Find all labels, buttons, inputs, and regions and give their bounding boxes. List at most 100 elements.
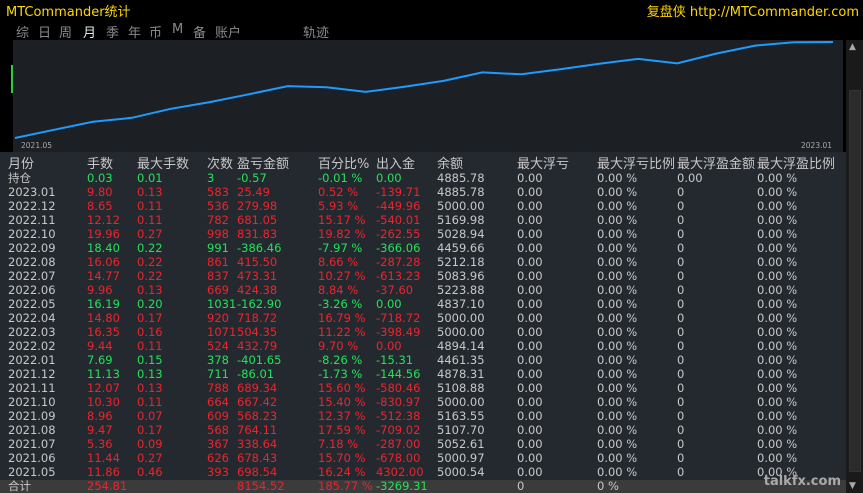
table-row[interactable]: 2022.10 19.96 0.27 998 831.83 19.82 % -262.55 5… bbox=[0, 227, 846, 241]
col-header-6[interactable]: 出入金 bbox=[376, 157, 416, 172]
vertical-scrollbar[interactable]: ▲ ▼ bbox=[846, 40, 863, 493]
col-header-1[interactable]: 手数 bbox=[87, 157, 114, 172]
col-header-10[interactable]: 最大浮盈金额 bbox=[677, 157, 756, 172]
cell-io: -15.31 bbox=[376, 353, 414, 367]
col-header-5[interactable]: 百分比% bbox=[318, 157, 370, 172]
tab-9[interactable]: 账户 bbox=[215, 26, 242, 41]
tab-4[interactable]: 季 bbox=[106, 26, 120, 41]
table-row[interactable]: 2022.02 9.44 0.11 524 432.79 9.70 % 0.00 4894.1… bbox=[0, 339, 846, 353]
tab-1[interactable]: 日 bbox=[38, 26, 52, 41]
cell-maxlots: 0.22 bbox=[137, 269, 163, 283]
cell-mflp: 0.00 % bbox=[597, 381, 638, 395]
col-header-0[interactable]: 月份 bbox=[8, 157, 35, 172]
scroll-thumb[interactable] bbox=[849, 90, 861, 472]
table-row[interactable]: 2021.05 11.86 0.46 393 698.54 16.24 % 4302.00 5… bbox=[0, 465, 846, 479]
cell-count: 3 bbox=[207, 171, 215, 185]
table-row[interactable]: 2021.07 5.36 0.09 367 338.64 7.18 % -287.00 505… bbox=[0, 437, 846, 451]
cell-bal: 5108.88 bbox=[437, 381, 485, 395]
cell-io: -37.60 bbox=[376, 283, 414, 297]
cell-mfp: 0 bbox=[677, 213, 685, 227]
tab-0[interactable]: 综 bbox=[16, 26, 30, 41]
cell-pct: -8.26 % bbox=[318, 353, 363, 367]
cell-count: 711 bbox=[207, 367, 229, 381]
cell-bal: 5052.61 bbox=[437, 437, 485, 451]
col-header-4[interactable]: 盈亏金额 bbox=[237, 157, 290, 172]
col-header-8[interactable]: 最大浮亏 bbox=[517, 157, 570, 172]
cell-mfpp: 0.00 % bbox=[757, 325, 798, 339]
cell-mfp: 0 bbox=[677, 465, 685, 479]
table-row[interactable]: 2022.12 8.65 0.11 536 279.98 5.93 % -449.96 500… bbox=[0, 199, 846, 213]
scroll-down-icon[interactable]: ▼ bbox=[849, 481, 856, 491]
table-row[interactable]: 2022.03 16.35 0.16 1071 504.35 11.22 % -398.49… bbox=[0, 325, 846, 339]
col-header-2[interactable]: 最大手数 bbox=[137, 157, 190, 172]
tab-10[interactable]: 轨迹 bbox=[303, 26, 330, 41]
cell-mfpp: 0.00 % bbox=[757, 311, 798, 325]
table-row[interactable]: 2021.10 10.30 0.11 664 667.42 15.40 % -830.97 5… bbox=[0, 395, 846, 409]
cell-pnl: 504.35 bbox=[237, 325, 278, 339]
cell-count: 837 bbox=[207, 269, 229, 283]
cell-io: -287.28 bbox=[376, 255, 421, 269]
cell-mfpp: 0.00 % bbox=[757, 213, 798, 227]
cell-pnl: 831.83 bbox=[237, 227, 278, 241]
cell-mfp: 0 bbox=[677, 353, 685, 367]
cell-maxlots: 0.27 bbox=[137, 451, 163, 465]
cell-count: 583 bbox=[207, 185, 229, 199]
table-row[interactable]: 2022.07 14.77 0.22 837 473.31 10.27 % -613.23 5… bbox=[0, 269, 846, 283]
tab-8[interactable]: 备 bbox=[193, 26, 207, 41]
table-row[interactable]: 2021.09 8.96 0.07 609 568.23 12.37 % -512.38 51… bbox=[0, 409, 846, 423]
cell-count: 1031 bbox=[207, 297, 237, 311]
cell-lots: 19.96 bbox=[87, 227, 120, 241]
cell-pct: 8.66 % bbox=[318, 255, 359, 269]
cell-pct: -7.97 % bbox=[318, 241, 363, 255]
cell-pnl: 338.64 bbox=[237, 437, 278, 451]
tab-2[interactable]: 周 bbox=[59, 26, 73, 41]
table-row[interactable]: 持仓 0.03 0.01 3 -0.57 -0.01 % 0.00 4885.78 0.00 0.… bbox=[0, 171, 846, 185]
table-row[interactable]: 2021.12 11.13 0.13 711 -86.01 -1.73 % -144.56 4… bbox=[0, 367, 846, 381]
cell-mflp: 0.00 % bbox=[597, 171, 638, 185]
cell-mfl: 0.00 bbox=[517, 227, 543, 241]
cell-month: 持仓 bbox=[8, 171, 31, 185]
scroll-up-icon[interactable]: ▲ bbox=[849, 42, 856, 52]
table-row[interactable]: 2021.11 12.07 0.13 788 689.34 15.60 % -580.46 5… bbox=[0, 381, 846, 395]
table-row[interactable]: 2021.06 11.44 0.27 626 678.43 15.70 % -678.00 5… bbox=[0, 451, 846, 465]
tab-3[interactable]: 月 bbox=[83, 26, 97, 41]
cell-pct: 15.17 % bbox=[318, 213, 366, 227]
cell-io: -830.97 bbox=[376, 395, 421, 409]
table-row[interactable]: 2022.11 12.12 0.11 782 681.05 15.17 % -540.01 5… bbox=[0, 213, 846, 227]
cell-mfpp: 0.00 % bbox=[757, 339, 798, 353]
watermark: talkfx.com bbox=[763, 474, 841, 489]
table-row[interactable]: 2023.01 9.80 0.13 583 25.49 0.52 % -139.71 4885… bbox=[0, 185, 846, 199]
total-pct: 185.77 % bbox=[318, 479, 373, 493]
col-header-11[interactable]: 最大浮盈比例 bbox=[757, 157, 836, 172]
cell-mfp: 0 bbox=[677, 199, 685, 213]
cell-count: 568 bbox=[207, 423, 229, 437]
table-row[interactable]: 2022.01 7.69 0.15 378 -401.65 -8.26 % -15.31 44… bbox=[0, 353, 846, 367]
cell-month: 2022.07 bbox=[8, 269, 56, 283]
cell-pct: -0.01 % bbox=[318, 171, 363, 185]
tab-6[interactable]: 币 bbox=[149, 26, 163, 41]
cell-count: 524 bbox=[207, 339, 229, 353]
table-row[interactable]: 2022.05 16.19 0.20 1031 -162.90 -3.26 % 0.00 48… bbox=[0, 297, 846, 311]
table-row[interactable]: 2022.06 9.96 0.13 669 424.38 8.84 % -37.60 5223… bbox=[0, 283, 846, 297]
cell-bal: 4894.14 bbox=[437, 339, 485, 353]
cell-io: 0.00 bbox=[376, 339, 402, 353]
cell-month: 2022.02 bbox=[8, 339, 56, 353]
cell-mflp: 0.00 % bbox=[597, 241, 638, 255]
cell-lots: 16.06 bbox=[87, 255, 120, 269]
tab-5[interactable]: 年 bbox=[128, 26, 142, 41]
table-row[interactable]: 2021.08 9.47 0.17 568 764.11 17.59 % -709.02 51… bbox=[0, 423, 846, 437]
cell-mfp: 0 bbox=[677, 311, 685, 325]
cell-pnl: -162.90 bbox=[237, 297, 282, 311]
cell-pct: 15.60 % bbox=[318, 381, 366, 395]
cell-mflp: 0.00 % bbox=[597, 199, 638, 213]
tab-7[interactable]: M bbox=[172, 22, 184, 37]
table-row[interactable]: 2022.09 18.40 0.22 991 -386.46 -7.97 % -366.06… bbox=[0, 241, 846, 255]
table-row[interactable]: 2022.08 16.06 0.22 861 415.50 8.66 % -287.28 52… bbox=[0, 255, 846, 269]
col-header-3[interactable]: 次数 bbox=[207, 157, 234, 172]
brand-link[interactable]: 复盘侠 http://MTCommander.com bbox=[646, 5, 859, 20]
col-header-9[interactable]: 最大浮亏比例 bbox=[597, 157, 676, 172]
table-row[interactable]: 2022.04 14.80 0.17 920 718.72 16.79 % -718.72 5… bbox=[0, 311, 846, 325]
cell-pct: 10.27 % bbox=[318, 269, 366, 283]
cell-month: 2023.01 bbox=[8, 185, 56, 199]
col-header-7[interactable]: 余额 bbox=[437, 157, 464, 172]
